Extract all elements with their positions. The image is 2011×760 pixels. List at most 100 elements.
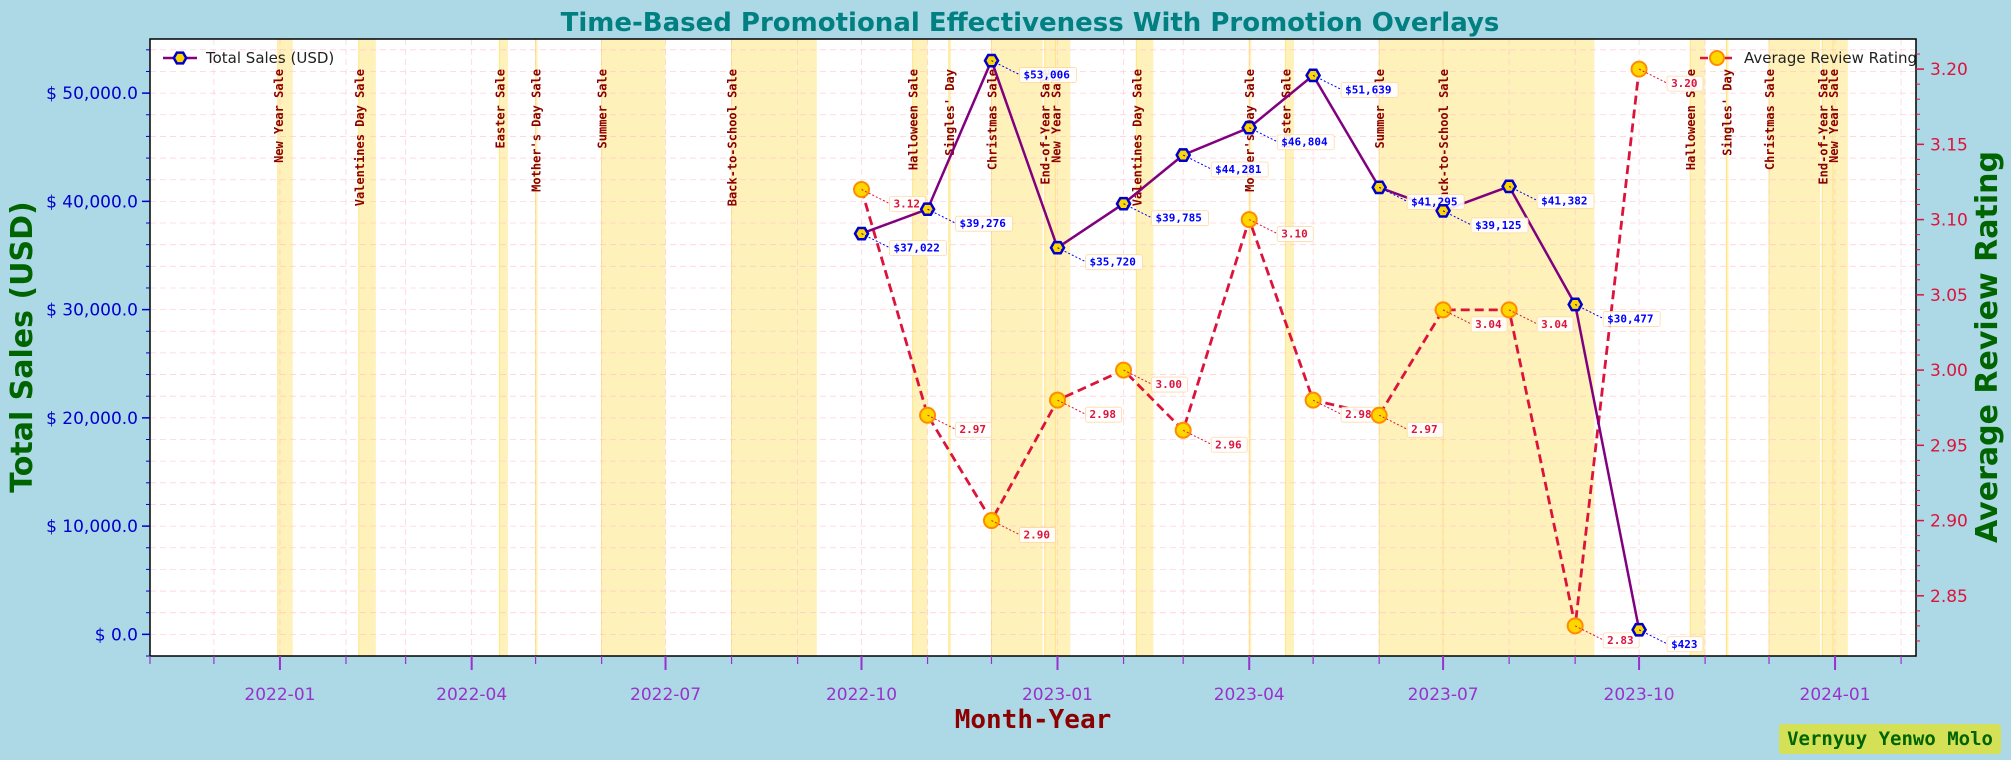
x-tick-label: 2023-07 xyxy=(1408,685,1479,705)
sales-leader xyxy=(861,233,890,249)
sales-data-label-box xyxy=(1406,193,1465,210)
left-y-tick-label: $ 0.0 xyxy=(95,625,138,645)
promotion-band xyxy=(1044,39,1056,656)
left-y-tick-label: $ 30,000.0 xyxy=(46,301,138,321)
promotion-label: Summer Sale xyxy=(1373,69,1387,148)
rating-leader xyxy=(1638,68,1668,84)
rating-data-label-box xyxy=(955,421,992,438)
legend-sales-marker xyxy=(172,51,188,65)
sales-data-label-box xyxy=(1019,67,1077,83)
promotion-band xyxy=(991,39,1043,656)
sales-data-label: $39,276 xyxy=(960,217,1007,230)
promotion-band xyxy=(1285,39,1294,656)
promotion-band xyxy=(1249,39,1252,656)
sales-leader xyxy=(1312,74,1342,90)
right-y-tick-label: 2.95 xyxy=(1930,436,1968,456)
rating-leader xyxy=(1442,309,1472,325)
rating-leader xyxy=(1248,219,1278,235)
rating-data-label: 2.98 xyxy=(1345,408,1372,421)
sales-data-label-box xyxy=(955,215,1013,232)
promotion-label: Singles' Day xyxy=(1720,69,1734,156)
right-y-tick-label: 2.85 xyxy=(1930,587,1968,607)
left-y-tick-label: $ 40,000.0 xyxy=(46,192,138,212)
promotion-labels: New Year Sale Valentines Day Sale Mother's… xyxy=(272,69,1841,206)
promotion-label: Valentines Day Sale xyxy=(1130,69,1144,206)
rating-data-label: 2.90 xyxy=(1023,529,1050,542)
promotion-label: End-of-Year Sale xyxy=(1039,69,1053,185)
sales-data-label: $41,382 xyxy=(1541,194,1587,207)
right-y-tick-label: 3.15 xyxy=(1930,135,1968,155)
rating-data-label: 3.10 xyxy=(1281,228,1308,241)
promotion-band xyxy=(1379,39,1444,656)
promotion-band xyxy=(358,39,376,656)
sales-data-label: $37,022 xyxy=(894,242,940,255)
right-y-tick-label: 3.10 xyxy=(1930,211,1968,231)
sales-data-label: $46,804 xyxy=(1281,136,1328,149)
grid-lines xyxy=(149,39,1916,657)
left-y-axis-label: Total Sales (USD) xyxy=(5,201,40,492)
rating-data-label: 2.96 xyxy=(1215,438,1242,451)
rating-data-label-box xyxy=(1151,376,1188,393)
author-signature: Vernyuy Yenwo Molo xyxy=(1779,724,2001,754)
rating-leader xyxy=(991,520,1020,536)
promotion-label: Valentines Day Sale xyxy=(353,69,367,206)
sales-leader xyxy=(1574,304,1604,319)
x-axis-label: Month-Year xyxy=(955,705,1112,735)
promotion-label: Back-to-School Sale xyxy=(1437,69,1451,206)
sales-marker xyxy=(1241,120,1258,135)
sales-leader xyxy=(1378,186,1408,202)
x-tick-label: 2022-07 xyxy=(630,685,701,705)
x-tick-label: 2022-01 xyxy=(244,685,315,705)
rating-leader xyxy=(927,414,956,430)
promotion-label: Easter Sale xyxy=(493,69,507,148)
rating-data-label-box xyxy=(1666,75,1704,92)
sales-leader xyxy=(927,208,956,224)
sales-data-label-box xyxy=(1340,81,1399,98)
x-tick-label: 2024-01 xyxy=(1800,685,1871,705)
rating-leader xyxy=(1378,414,1408,430)
promotion-label: Christmas Sale xyxy=(985,69,999,170)
rating-data-label-box xyxy=(1019,527,1056,543)
sales-leader xyxy=(1182,154,1212,170)
promotion-band xyxy=(731,39,817,656)
rating-data-label: 2.83 xyxy=(1607,634,1634,647)
rating-leader xyxy=(1182,429,1212,445)
sales-data-label: $51,639 xyxy=(1345,83,1391,96)
rating-data-label: 3.04 xyxy=(1475,318,1502,331)
promotion-band xyxy=(948,39,951,656)
rating-data-label-box xyxy=(1536,316,1574,333)
sales-data-label: $41,295 xyxy=(1411,195,1457,208)
promotion-overlays xyxy=(277,39,1848,656)
sales-marker xyxy=(1115,196,1132,211)
right-y-tick-label: 3.05 xyxy=(1930,286,1968,306)
promotion-band xyxy=(912,39,928,656)
promotion-label: Christmas Sale xyxy=(1763,69,1777,170)
left-y-tick-label: $ 50,000.0 xyxy=(46,84,138,104)
legend-right: Average Review Rating xyxy=(1700,49,1917,67)
promotion-label: Singles' Day xyxy=(943,69,957,156)
rating-data-label-box xyxy=(1602,632,1640,649)
promotion-band xyxy=(1136,39,1154,656)
sales-data-label-box xyxy=(889,240,947,257)
rating-leader xyxy=(1574,625,1604,641)
rating-data-label: 2.97 xyxy=(960,423,987,436)
promotion-label: New Year Sale xyxy=(272,69,286,163)
promotion-band xyxy=(1443,39,1595,656)
sales-marker xyxy=(853,226,870,241)
sales-data-label-box xyxy=(1602,311,1661,327)
legend-sales-label: Total Sales (USD) xyxy=(205,49,334,67)
rating-data-label: 2.98 xyxy=(1089,408,1116,421)
promotion-band xyxy=(277,39,293,656)
sales-data-label: $423 xyxy=(1671,638,1698,651)
rating-data-label-box xyxy=(1210,436,1248,453)
sales-data-label-box xyxy=(1151,210,1209,227)
sales-leader xyxy=(1638,629,1668,645)
rating-data-label-box xyxy=(1085,406,1122,423)
promotion-label: Back-to-School Sale xyxy=(726,69,740,206)
sales-series: $37,022 $39,276 $53,006 $35,720 $39,785 $44,2… xyxy=(853,53,1704,653)
rating-data-label-box xyxy=(1470,316,1508,333)
promotion-label: Halloween Sale xyxy=(1684,69,1698,170)
rating-leader xyxy=(1508,309,1538,325)
sales-data-label: $44,281 xyxy=(1215,163,1262,176)
